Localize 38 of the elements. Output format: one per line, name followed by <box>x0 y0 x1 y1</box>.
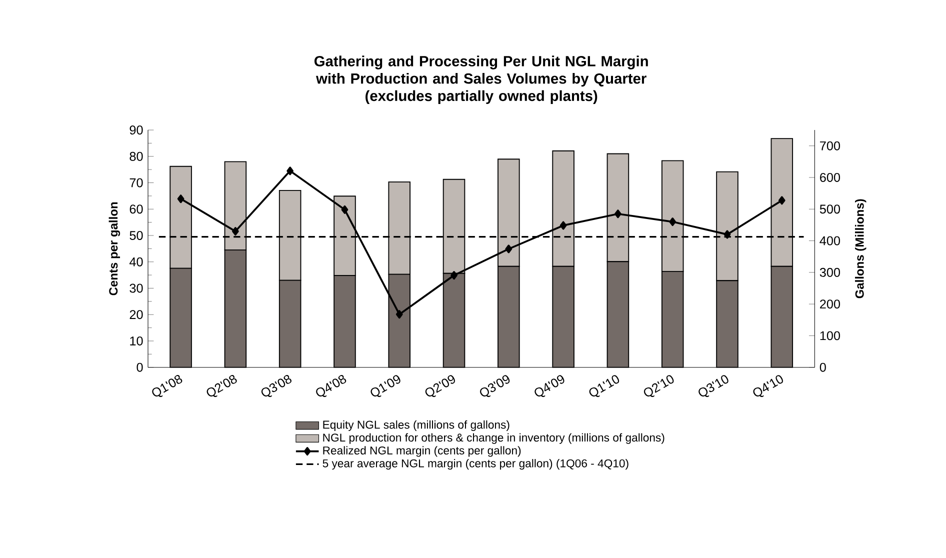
y-tick-label: 70 <box>130 178 143 188</box>
chart-title: Gathering and Processing Per Unit NGL Margin with Production and Sales Volumes by Quarter <box>314 56 648 87</box>
y-tick-label: 40 <box>129 257 143 266</box>
point <box>341 205 348 214</box>
point <box>505 244 512 254</box>
y-tick-label: 20 <box>130 310 143 320</box>
point <box>286 166 294 176</box>
point <box>724 230 731 239</box>
y2-tick-label: 0 <box>820 362 826 372</box>
y2-tick-label: 200 <box>820 300 840 309</box>
y2-tick-label: 400 <box>820 236 840 246</box>
y-tick-label: 50 <box>130 231 143 240</box>
y2-tick-label: 600 <box>820 172 840 182</box>
y2-tick-label: 700 <box>820 141 840 150</box>
point <box>560 221 567 230</box>
point <box>778 196 786 205</box>
y-axis-title: Cents per gallon <box>108 202 120 296</box>
y2-tick-label: 300 <box>820 268 840 277</box>
point <box>669 218 676 226</box>
y2-tick-label: 100 <box>820 331 840 340</box>
legend-label: Equity NGL sales (millions of gallons) <box>323 420 510 431</box>
y2-tick-label: 500 <box>820 204 840 214</box>
y-tick-label: 90 <box>130 126 143 134</box>
y-tick-label: 0 <box>136 362 143 372</box>
point <box>177 194 184 204</box>
legend-label: 5 year average NGL margin (cents per gallon) (1Q06 - 4Q10) <box>322 459 628 470</box>
y2-axis-title: Gallons (Millions) <box>855 199 866 298</box>
y-tick-label: 60 <box>130 204 143 214</box>
point <box>614 210 622 218</box>
y-tick-label: 10 <box>130 336 143 346</box>
y-tick-label: 30 <box>130 284 143 293</box>
point <box>232 227 239 236</box>
legend-label: Realized NGL margin (cents per gallon) <box>323 446 521 457</box>
point <box>450 271 458 280</box>
chart-subtitle: (excludes partially owned plants) <box>366 90 598 104</box>
y-tick-label: 80 <box>130 152 143 161</box>
point <box>396 310 403 319</box>
legend-label: NGL production for others & change in inventory (millions of gallons) <box>323 433 664 444</box>
